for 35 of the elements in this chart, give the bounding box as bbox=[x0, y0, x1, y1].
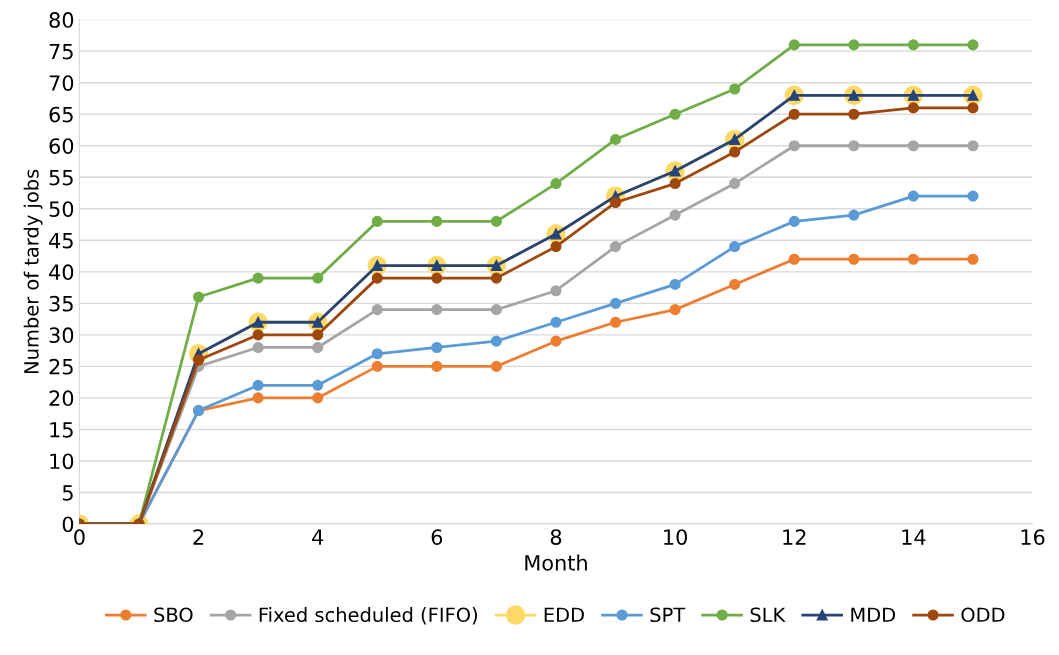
y-axis-title: Number of tardy jobs bbox=[23, 169, 43, 374]
y-tick-label: 75 bbox=[49, 43, 73, 60]
x-tick-label: 8 bbox=[550, 529, 562, 545]
y-tick-label: 35 bbox=[49, 295, 73, 312]
x-tick-label: 12 bbox=[783, 529, 806, 545]
x-axis-title: Month bbox=[525, 554, 587, 571]
y-tick-label: 20 bbox=[49, 390, 74, 407]
legend-label: Fixed scheduled (FIFO) bbox=[259, 607, 477, 625]
y-tick-label: 80 bbox=[49, 12, 74, 28]
legend-label: SLK bbox=[750, 607, 786, 623]
y-tick-label: 25 bbox=[49, 358, 73, 375]
x-tick-label: 0 bbox=[74, 529, 85, 545]
y-tick-label: 40 bbox=[49, 264, 74, 281]
legend-label: SBO bbox=[154, 607, 193, 623]
legend-label: ODD bbox=[961, 607, 1005, 623]
x-tick-label: 4 bbox=[312, 529, 324, 545]
y-tick-label: 65 bbox=[49, 106, 73, 123]
legend-label: EDD bbox=[544, 607, 584, 622]
y-tick-label: 15 bbox=[50, 422, 73, 438]
x-tick-label: 10 bbox=[664, 529, 687, 545]
x-tick-label: 6 bbox=[431, 529, 443, 545]
y-tick-label: 45 bbox=[49, 233, 73, 249]
y-tick-label: 5 bbox=[62, 485, 73, 501]
y-tick-label: 0 bbox=[62, 516, 74, 533]
legend-label: SPT bbox=[650, 607, 686, 623]
x-tick-label: 16 bbox=[1021, 529, 1045, 545]
y-tick-label: 55 bbox=[49, 169, 73, 186]
legend-label: MDD bbox=[851, 607, 896, 622]
y-tick-label: 30 bbox=[49, 327, 74, 344]
y-tick-label: 50 bbox=[49, 201, 74, 217]
x-tick-label: 14 bbox=[902, 529, 926, 545]
x-tick-label: 2 bbox=[193, 529, 204, 545]
y-tick-label: 10 bbox=[50, 453, 74, 470]
y-tick-label: 60 bbox=[49, 138, 74, 154]
y-tick-label: 70 bbox=[49, 75, 74, 91]
